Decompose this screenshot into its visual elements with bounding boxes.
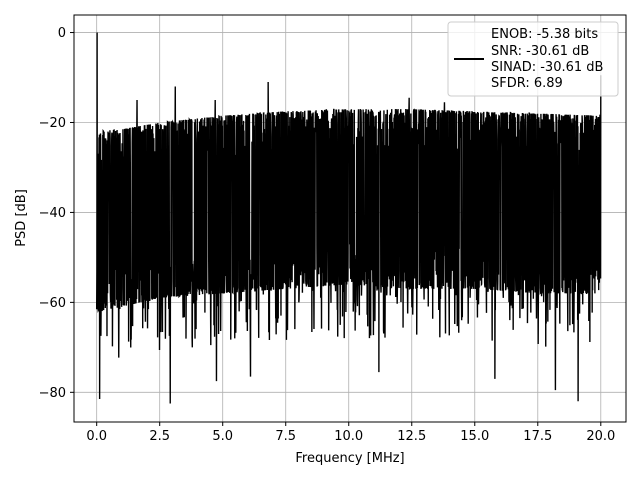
y-tick-label: −80 (39, 386, 66, 401)
psd-series-line (95, 32, 602, 404)
y-axis-label: PSD [dB] (14, 189, 29, 247)
legend-line-sinad: SINAD: -30.61 dB (491, 60, 603, 75)
x-axis-label: Frequency [MHz] (295, 451, 404, 466)
x-tick-label: 15.0 (460, 429, 489, 444)
legend: ENOB: -5.38 bits SNR: -30.61 dB SINAD: -… (447, 21, 619, 97)
x-tick-label: 7.5 (275, 429, 296, 444)
legend-line-snr: SNR: -30.61 dB (491, 44, 589, 59)
y-tick-label: −40 (39, 206, 66, 221)
legend-line-sfdr: SFDR: 6.89 (491, 76, 563, 91)
x-tick-label: 12.5 (397, 429, 426, 444)
psd-trace (95, 32, 602, 404)
x-tick-label: 10.0 (334, 429, 363, 444)
x-tick-label: 5.0 (212, 429, 233, 444)
y-tick-label: −20 (39, 116, 66, 131)
x-tick-label: 17.5 (523, 429, 552, 444)
legend-box (447, 21, 619, 97)
y-tick-label: 0 (58, 26, 66, 41)
x-tick-label: 0.0 (86, 429, 107, 444)
y-tick-label: −60 (39, 296, 66, 311)
x-tick-label: 2.5 (149, 429, 170, 444)
x-axis-ticks: 0.0 2.5 5.0 7.5 10.0 12.5 15.0 17.5 20.0 (86, 422, 615, 444)
y-axis-ticks: 0 −20 −40 −60 −80 (39, 26, 74, 401)
plot-frame (73, 14, 627, 423)
x-tick-label: 20.0 (586, 429, 615, 444)
legend-line-enob: ENOB: -5.38 bits (491, 27, 598, 42)
